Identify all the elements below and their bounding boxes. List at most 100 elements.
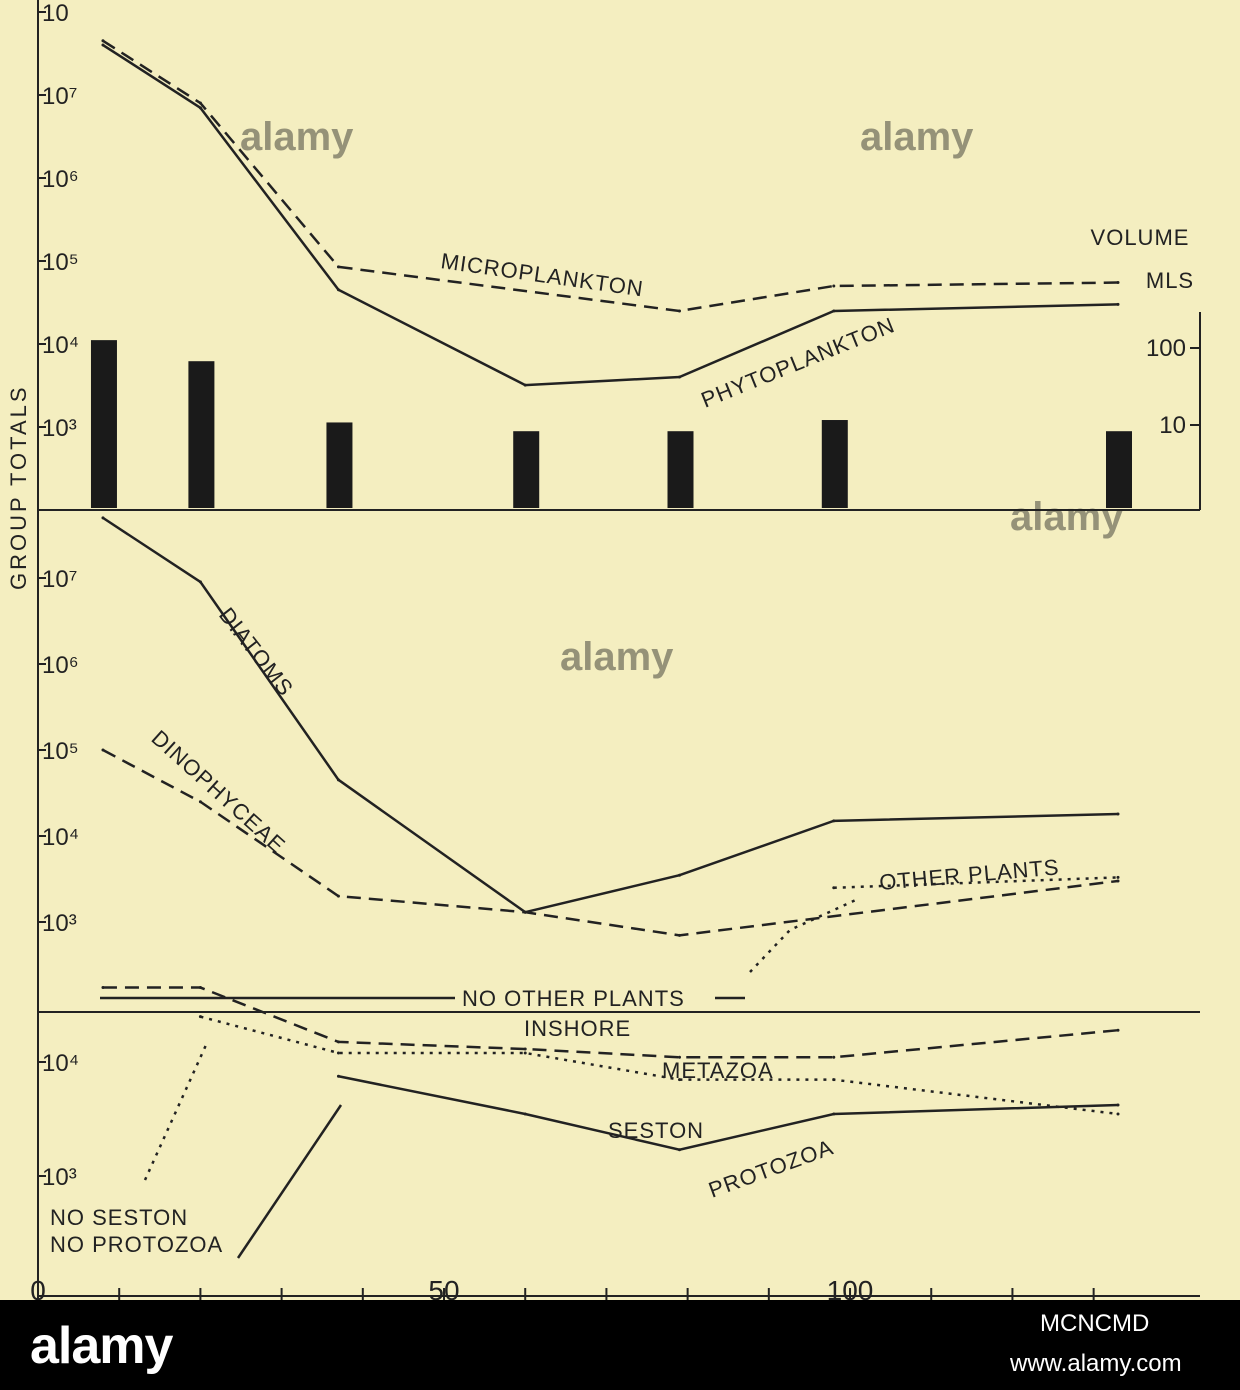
data-point	[336, 1040, 340, 1044]
series-label-metazoa: METAZOA	[662, 1058, 774, 1083]
data-point	[1116, 302, 1120, 306]
volume-label: VOLUME	[1091, 225, 1190, 250]
protozoa-start-stroke	[236, 1104, 343, 1259]
axes	[37, 0, 1201, 1297]
panel-middle: 10⁷ 10⁶ 10⁵ 10⁴ 10³	[38, 516, 1120, 1000]
series-line-seston	[200, 1015, 1119, 1116]
series-line-phytoplankton	[102, 43, 1119, 387]
data-point	[101, 516, 105, 520]
series-label-diatoms: DIATOMS	[214, 603, 298, 701]
stock-image-id: MCNCMD	[1040, 1310, 1150, 1337]
data-point	[1116, 812, 1120, 816]
y-tick-label: 10³	[42, 910, 77, 937]
series-line-other-plants	[833, 876, 1119, 890]
data-point	[678, 1055, 682, 1059]
volume-bar	[326, 422, 353, 508]
y-tick-label: 10³	[42, 415, 77, 442]
data-point	[1116, 879, 1120, 883]
y-tick-label: 10⁶	[42, 652, 79, 679]
seston-start-stroke	[143, 1044, 208, 1181]
data-point	[198, 986, 202, 990]
data-point	[1116, 1028, 1120, 1032]
watermark: alamy alamy alamy alamy	[240, 115, 1124, 679]
data-point	[198, 800, 202, 804]
y-tick-label: 10⁵	[42, 249, 79, 276]
data-point	[678, 1148, 682, 1152]
data-point	[101, 43, 105, 47]
data-point	[198, 580, 202, 584]
data-point	[523, 383, 527, 387]
data-point	[336, 1051, 340, 1055]
data-point	[198, 101, 202, 105]
data-point	[336, 894, 340, 898]
series-label-protozoa: PROTOZOA	[705, 1134, 837, 1202]
series-label-other-plants: OTHER PLANTS	[878, 854, 1060, 895]
data-point	[523, 910, 527, 914]
volume-tick-label: 100	[1146, 335, 1186, 362]
series-line-dinophyceae	[102, 748, 1119, 937]
data-point	[101, 986, 105, 990]
stock-url: www.alamy.com	[1010, 1350, 1182, 1377]
stock-banner: alamy MCNCMD www.alamy.com	[0, 1300, 1240, 1390]
data-point	[832, 819, 836, 823]
watermark-text-4: alamy	[1010, 495, 1124, 539]
volume-bar	[90, 340, 117, 508]
stock-logo: alamy	[30, 1317, 173, 1375]
volume-bar	[1106, 431, 1132, 508]
y-tick-label: 10⁵	[42, 738, 79, 765]
annotation-no-other-plants: NO OTHER PLANTS	[462, 986, 685, 1011]
annotation-inshore: INSHORE	[524, 1016, 631, 1041]
data-point	[832, 1112, 836, 1116]
y-tick-label: 10	[42, 0, 69, 27]
series-line-protozoa	[338, 1075, 1119, 1152]
other-plants-dotted-rise	[749, 896, 861, 973]
y-tick-label: 10⁶	[42, 166, 79, 193]
data-point	[832, 886, 836, 890]
volume-bar	[513, 431, 540, 508]
volume-bar	[188, 361, 215, 508]
y-tick-label: 10³	[42, 1164, 77, 1191]
data-point	[101, 748, 105, 752]
watermark-text-3: alamy	[560, 635, 674, 679]
series-line-diatoms	[102, 516, 1119, 914]
data-point	[678, 375, 682, 379]
panel-top: 10 10⁷ 10⁶ 10⁵ 10⁴ 10³ 100 10	[38, 0, 1200, 508]
data-point	[101, 39, 105, 43]
data-point	[678, 1078, 682, 1082]
data-point	[832, 1078, 836, 1082]
data-point	[1116, 1103, 1120, 1107]
watermark-text-1: alamy	[240, 115, 354, 159]
volume-tick-label: 10	[1159, 412, 1186, 439]
data-point	[523, 1051, 527, 1055]
volume-bar	[821, 420, 848, 508]
x-tick-label: 0	[30, 1275, 46, 1306]
watermark-text-2: alamy	[860, 115, 974, 159]
data-point	[336, 1074, 340, 1078]
data-point	[678, 309, 682, 313]
volume-bar	[667, 431, 694, 508]
data-point	[336, 778, 340, 782]
series-label-seston: SESTON	[608, 1118, 704, 1143]
data-point	[832, 309, 836, 313]
volume-unit-label: MLS	[1146, 268, 1194, 293]
data-point	[198, 106, 202, 110]
y-tick-label: 10⁷	[42, 566, 77, 593]
data-point	[523, 1112, 527, 1116]
y-tick-label: 10⁴	[42, 824, 79, 851]
series-label-dinophyceae: DINOPHYCEAE	[147, 725, 291, 858]
data-point	[678, 933, 682, 937]
y-axis-title: GROUP TOTALS	[6, 384, 31, 590]
annotation-no-seston: NO SESTON	[50, 1205, 188, 1230]
data-point	[336, 288, 340, 292]
y-tick-label: 10⁷	[42, 83, 77, 110]
data-point	[1116, 281, 1120, 285]
y-tick-label: 10⁴	[42, 332, 79, 359]
data-point	[1116, 1112, 1120, 1116]
series-line-microplankton	[102, 39, 1119, 313]
data-point	[523, 1047, 527, 1051]
data-point	[198, 1015, 202, 1019]
data-point	[832, 284, 836, 288]
annotation-no-protozoa: NO PROTOZOA	[50, 1232, 223, 1257]
data-point	[832, 1055, 836, 1059]
